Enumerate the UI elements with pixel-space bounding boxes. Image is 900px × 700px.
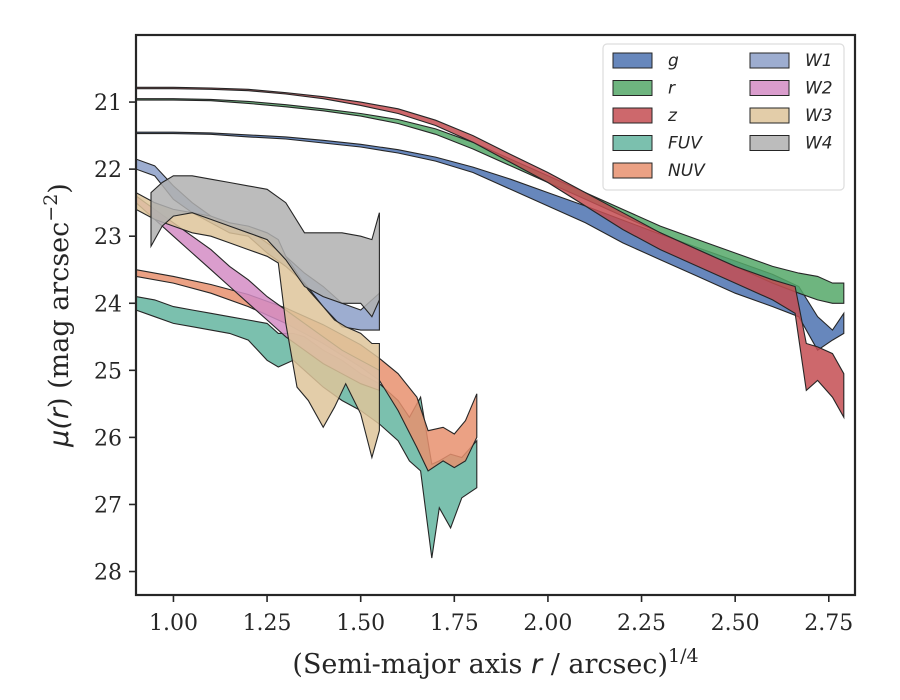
legend-label-W3: W3 [805,106,833,126]
y-tick-label: 24 [94,292,122,317]
legend-label-W4: W4 [805,134,833,154]
y-axis-label-close: ) [44,183,75,194]
x-tick-label: 2.00 [523,611,572,636]
x-tick-label: 1.25 [243,611,292,636]
legend-label-r: r [668,79,676,99]
y-tick-label: 25 [94,359,122,384]
legend: grz FUV NUV W1 W2 W3 W4 [602,43,845,191]
x-tick-label: 2.50 [711,611,760,636]
y-tick-label: 28 [94,561,122,586]
legend-label-W2: W2 [805,79,833,99]
legend-swatch-W4 [749,135,790,151]
y-tick-label: 26 [94,426,122,451]
x-axis-label-rest: / arcsec) [542,649,668,680]
legend-swatch-z [612,107,653,124]
y-axis-label-rest: ) (mag arcsec [44,222,75,408]
x-axis-label-text: (Semi-major axis [292,649,531,680]
y-tick-label: 21 [94,91,122,116]
legend-label-g: g [668,51,679,71]
x-tick-label: 1.75 [430,611,479,636]
y-axis: 21 22 23 24 25 26 27 28 [94,91,136,586]
x-tick-label: 1.00 [149,611,198,636]
y-axis-label-mu: μ( [44,418,75,448]
x-tick-label: 2.75 [804,611,853,636]
legend-label-FUV: FUV [668,134,703,154]
x-axis-label-sup: 1/4 [668,645,699,667]
band-g [136,131,845,351]
legend-label-W1: W1 [805,51,833,71]
x-axis: 1.00 1.25 1.50 1.75 2.00 2.25 2.50 2.75 [149,595,853,636]
band-z [136,86,845,420]
legend-swatch-FUV [612,135,653,151]
x-axis-label-var: r [531,649,544,680]
legend-swatch-g [612,52,653,69]
y-axis-label: μ(r) (mag arcsec−2) [40,183,75,448]
y-axis-label-var: r [44,406,75,419]
x-axis-label: (Semi-major axis r / arcsec)1/4 [292,645,698,680]
legend-swatch-NUV [612,162,653,179]
legend-swatch-W3 [749,107,790,124]
x-tick-label: 2.25 [617,611,666,636]
y-tick-label: 23 [94,225,122,250]
legend-swatch-r [612,80,653,96]
legend-swatch-W2 [749,80,790,96]
plot-frame [134,33,857,597]
legend-swatch-W1 [749,52,790,69]
profile-bands [136,86,845,559]
y-tick-label: 27 [94,493,122,518]
y-axis-label-sup: −2 [40,194,62,222]
legend-label-z: z [667,106,678,126]
band-W4 [150,175,380,318]
y-tick-label: 22 [94,158,122,183]
x-tick-label: 1.50 [336,611,385,636]
legend-label-NUV: NUV [668,161,706,181]
